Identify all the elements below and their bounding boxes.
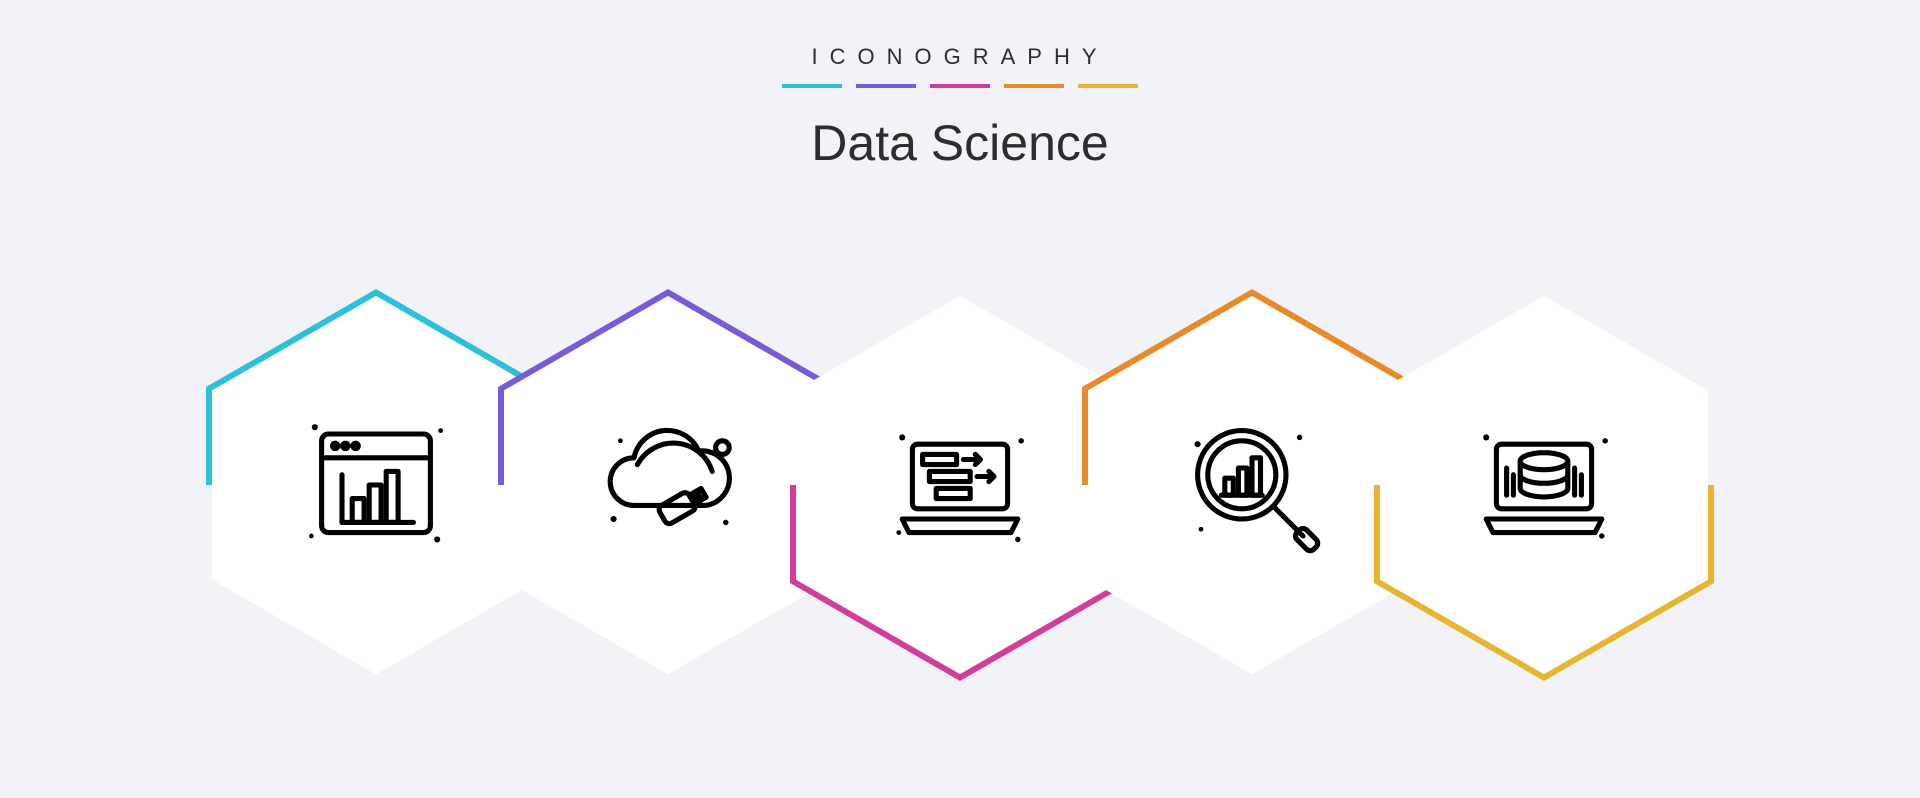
underline-seg-2 [856,84,916,88]
page-title: Data Science [0,114,1920,172]
underline-seg-3 [930,84,990,88]
hex-5 [1374,289,1714,681]
underline-seg-5 [1078,84,1138,88]
underline-seg-4 [1004,84,1064,88]
magnifier-chart-icon [1167,400,1337,570]
hex-3 [790,289,1130,681]
hex-2 [498,289,838,681]
brand-underline [0,84,1920,88]
header: ICONOGRAPHY Data Science [0,0,1920,172]
hexagon-row [206,289,1714,681]
hex-4 [1082,289,1422,681]
laptop-gantt-icon [875,400,1045,570]
laptop-coins-icon [1459,400,1629,570]
underline-seg-1 [782,84,842,88]
cloud-usb-icon [583,400,753,570]
hex-1 [206,289,546,681]
brand-label: ICONOGRAPHY [0,44,1920,70]
browser-chart-icon [291,400,461,570]
